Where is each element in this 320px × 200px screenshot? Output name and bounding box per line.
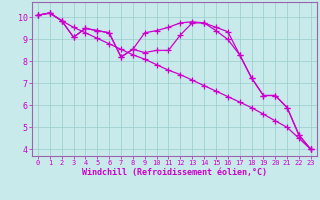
X-axis label: Windchill (Refroidissement éolien,°C): Windchill (Refroidissement éolien,°C) bbox=[82, 168, 267, 177]
